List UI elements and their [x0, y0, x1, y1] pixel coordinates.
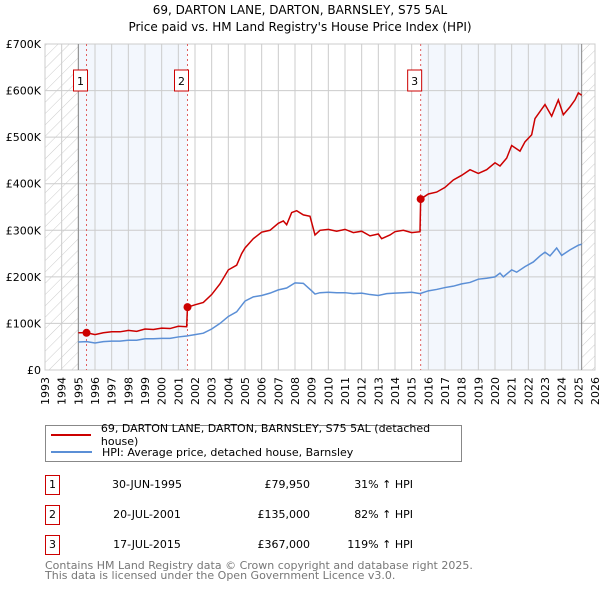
footer-copyright: Contains HM Land Registry data © Crown c… [45, 559, 473, 572]
no-data-hatch [581, 44, 595, 370]
y-tick-label: £100K [6, 317, 42, 330]
x-tick-label: 2016 [422, 377, 435, 405]
x-tick-label: 2018 [456, 377, 469, 405]
legend-item-hpi: HPI: Average price, detached house, Barn… [46, 444, 353, 460]
y-tick-label: £200K [6, 271, 42, 284]
x-tick-label: 2008 [289, 377, 302, 405]
x-tick-label: 2026 [589, 377, 600, 405]
x-tick-label: 2009 [306, 377, 319, 405]
sale-number: 1 [45, 475, 60, 495]
y-tick-label: £0 [27, 364, 41, 377]
x-tick-label: 2005 [239, 377, 252, 405]
sale-label: 3 [411, 75, 418, 88]
sale-row: 2 20-JUL-2001 £135,000 82% ↑ HPI [45, 505, 465, 525]
x-tick-label: 2024 [556, 377, 569, 405]
x-tick-label: 1996 [89, 377, 102, 405]
x-tick-label: 2010 [322, 377, 335, 405]
legend: 69, DARTON LANE, DARTON, BARNSLEY, S75 5… [45, 422, 462, 462]
y-tick-label: £700K [6, 38, 42, 51]
x-tick-label: 2023 [539, 377, 552, 405]
legend-label: 69, DARTON LANE, DARTON, BARNSLEY, S75 5… [100, 422, 431, 448]
property-line [78, 91, 583, 336]
sale-price: £367,000 [257, 538, 311, 551]
x-tick-label: 2004 [222, 377, 235, 405]
sale-number: 3 [45, 535, 60, 555]
sale-label-box [73, 69, 88, 92]
x-tick-label: 2003 [206, 377, 219, 405]
y-tick-label: £600K [6, 85, 42, 98]
x-tick-label: 2025 [572, 377, 585, 405]
plot-border [44, 43, 596, 371]
legend-label: HPI: Average price, detached house, Barn… [102, 445, 354, 459]
shaded-period [78, 44, 188, 370]
x-tick-label: 2017 [439, 377, 452, 405]
x-tick-label: 2011 [339, 377, 352, 405]
sale-date: 17-JUL-2015 [113, 538, 181, 551]
sale-price: £135,000 [257, 508, 311, 521]
sale-hpi-change: 82% ↑ HPI [354, 508, 413, 521]
x-tick-label: 2006 [256, 377, 269, 405]
sale-price: £79,950 [264, 478, 311, 491]
sale-label-box [407, 69, 423, 92]
y-tick-label: £400K [6, 178, 42, 191]
shaded-period [420, 44, 582, 370]
y-tick-label: £300K [6, 224, 42, 237]
x-tick-label: 1993 [39, 377, 52, 405]
sale-hpi-change: 119% ↑ HPI [347, 538, 413, 551]
x-tick-label: 2015 [406, 377, 419, 405]
legend-swatch [51, 451, 92, 453]
chart-subtitle: Price paid vs. HM Land Registry's House … [128, 20, 471, 34]
x-tick-label: 1997 [106, 377, 119, 405]
sale-label: 1 [77, 75, 84, 88]
sale-row: 3 17-JUL-2015 £367,000 119% ↑ HPI [45, 535, 465, 555]
sale-date: 20-JUL-2001 [113, 508, 181, 521]
x-tick-label: 2014 [389, 377, 402, 405]
x-tick-label: 2022 [522, 377, 535, 405]
x-tick-label: 2000 [156, 377, 169, 405]
x-tick-label: 2020 [489, 377, 502, 405]
x-tick-label: 1994 [56, 377, 69, 405]
x-tick-label: 2002 [189, 377, 202, 405]
footer-licence: This data is licensed under the Open Gov… [45, 569, 396, 582]
sale-row: 1 30-JUN-1995 £79,950 31% ↑ HPI [45, 475, 465, 495]
x-tick-label: 1995 [72, 377, 85, 405]
hpi-line [78, 243, 582, 344]
x-tick-label: 2001 [172, 377, 185, 405]
x-tick-label: 2019 [472, 377, 485, 405]
x-tick-label: 1998 [122, 377, 135, 405]
x-tick-label: 2021 [506, 377, 519, 405]
x-tick-label: 2012 [356, 377, 369, 405]
y-tick-label: £500K [6, 131, 42, 144]
sale-point [82, 328, 91, 337]
chart-title: 69, DARTON LANE, DARTON, BARNSLEY, S75 5… [153, 3, 448, 17]
sale-number: 2 [45, 505, 60, 525]
x-tick-label: 2013 [372, 377, 385, 405]
x-tick-label: 2007 [272, 377, 285, 405]
legend-item-property: 69, DARTON LANE, DARTON, BARNSLEY, S75 5… [46, 422, 461, 448]
sale-label-box [174, 69, 189, 92]
sale-point [183, 303, 192, 312]
legend-swatch [51, 434, 91, 436]
sale-label: 2 [178, 75, 185, 88]
price-chart: 69, DARTON LANE, DARTON, BARNSLEY, S75 5… [6, 3, 600, 405]
x-tick-label: 1999 [139, 377, 152, 405]
sale-point [416, 195, 425, 204]
sale-date: 30-JUN-1995 [111, 478, 183, 491]
sale-hpi-change: 31% ↑ HPI [354, 478, 413, 491]
